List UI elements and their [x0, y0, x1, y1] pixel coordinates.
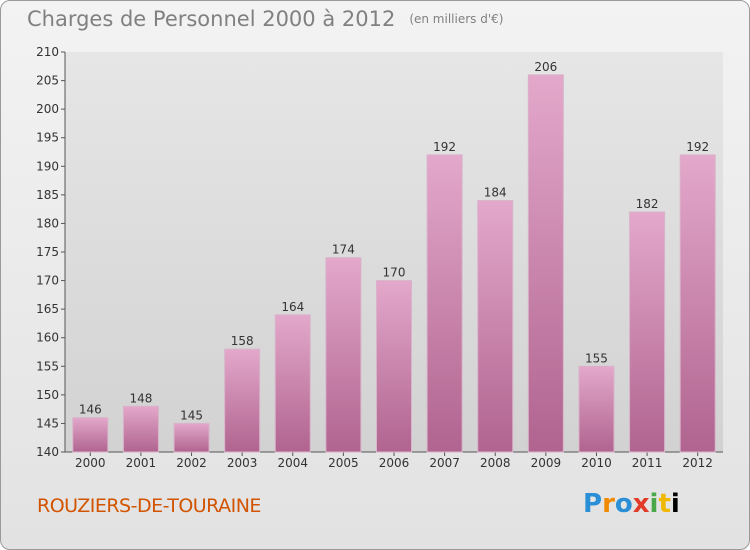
bar-value-label: 170 — [383, 266, 406, 280]
bar — [426, 154, 463, 453]
city-name: ROUZIERS-DE-TOURAINE — [37, 495, 261, 517]
y-tick-label: 200 — [36, 102, 59, 116]
bar-value-label: 145 — [180, 408, 203, 422]
chart-title: Charges de Personnel 2000 à 2012 (en mill… — [27, 7, 503, 31]
x-tick-label: 2012 — [682, 456, 713, 470]
x-tick-label: 2003 — [227, 456, 258, 470]
logo-letter: t — [658, 489, 671, 519]
y-tick-label: 155 — [36, 359, 59, 373]
x-tick-label: 2007 — [429, 456, 460, 470]
x-tick-label: 2008 — [480, 456, 511, 470]
chart-subtitle: (en milliers d'€) — [409, 12, 504, 26]
value-labels: 146 148 145 158 164 174 170 192 184 206 155 182 192 — [79, 60, 709, 423]
y-tick-label: 195 — [36, 131, 59, 145]
x-tick-label: 2009 — [531, 456, 562, 470]
bar-value-label: 206 — [534, 60, 557, 74]
y-tick-label: 150 — [36, 388, 59, 402]
x-axis: 2000 2001 2002 2003 2004 2005 2006 2007 2008 2009… — [65, 451, 723, 470]
bar — [527, 74, 564, 453]
bar — [578, 365, 615, 453]
y-tick-label: 190 — [36, 159, 59, 173]
y-tick-label: 205 — [36, 74, 59, 88]
bar-value-label: 146 — [79, 403, 102, 417]
bar-value-label: 182 — [636, 197, 659, 211]
x-tick-label: 2004 — [277, 456, 308, 470]
y-tick-label: 180 — [36, 216, 59, 230]
x-tick-label: 2011 — [632, 456, 663, 470]
bar — [679, 154, 716, 453]
x-tick-label: 2010 — [581, 456, 612, 470]
y-tick-label: 140 — [36, 445, 59, 459]
bar — [122, 405, 159, 453]
bar — [274, 314, 311, 453]
y-tick-label: 210 — [36, 45, 59, 59]
y-tick-label: 165 — [36, 302, 59, 316]
logo-letter: r — [602, 489, 615, 519]
bar — [629, 211, 666, 453]
y-tick-label: 175 — [36, 245, 59, 259]
chart-title-text: Charges de Personnel 2000 à 2012 — [27, 7, 396, 31]
bar — [173, 422, 210, 453]
x-tick-label: 2002 — [176, 456, 207, 470]
x-tick-label: 2001 — [126, 456, 157, 470]
proxiti-logo: Proxiti — [583, 489, 680, 519]
bar-value-label: 148 — [129, 391, 152, 405]
bar-value-label: 158 — [231, 334, 254, 348]
y-tick-label: 185 — [36, 188, 59, 202]
y-tick-label: 145 — [36, 416, 59, 430]
bar-value-label: 174 — [332, 243, 355, 257]
bar — [477, 200, 514, 453]
bar — [376, 280, 412, 453]
bar — [325, 257, 362, 453]
y-tick-label: 160 — [36, 331, 59, 345]
y-axis: 140 145 150 155 160 165 170 175 180 185 190 195 200 2… — [36, 45, 66, 459]
logo-letter: i — [649, 489, 659, 519]
logo-letter: P — [583, 489, 603, 519]
bar-value-label: 155 — [585, 351, 608, 365]
x-tick-label: 2000 — [75, 456, 106, 470]
bar — [72, 417, 109, 453]
bar — [224, 348, 261, 453]
y-tick-label: 170 — [36, 274, 59, 288]
bar-value-label: 164 — [281, 300, 304, 314]
bars — [72, 74, 716, 453]
bar-value-label: 184 — [484, 186, 507, 200]
bar-value-label: 192 — [686, 140, 709, 154]
logo-letter: x — [632, 489, 650, 519]
logo-letter: o — [614, 489, 633, 519]
x-tick-label: 2005 — [328, 456, 359, 470]
logo-letter: i — [670, 489, 680, 519]
bar-value-label: 192 — [433, 140, 456, 154]
x-tick-label: 2006 — [379, 456, 410, 470]
